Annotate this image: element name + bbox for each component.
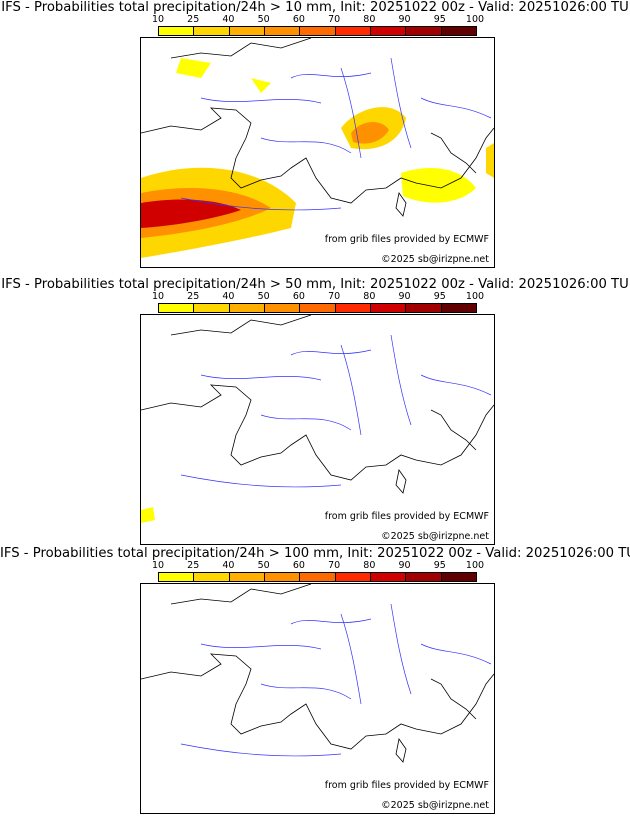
colorbar-tick: 60	[292, 560, 305, 571]
colorbar-tick: 50	[257, 14, 270, 25]
colorbar-segment	[335, 573, 371, 581]
colorbar-tick: 100	[465, 14, 485, 25]
colorbar-segment	[300, 304, 336, 312]
source-credit: from grib files provided by ECMWF	[324, 234, 489, 245]
colorbar-tick: 80	[363, 560, 376, 571]
colorbar-tick: 40	[222, 14, 235, 25]
forecast-panel-50mm: IFS - Probabilities total precipitation/…	[0, 277, 630, 547]
colorbar-segment	[159, 304, 195, 312]
colorbar-segment	[406, 27, 442, 35]
colorbar-tick: 50	[257, 560, 270, 571]
copyright-credit: ©2025 sb@irizpne.net	[381, 800, 489, 811]
probability-map: from grib files provided by ECMWF ©2025 s…	[140, 37, 495, 268]
colorbar-segment	[406, 304, 442, 312]
colorbar-tick: 25	[187, 291, 200, 302]
colorbar	[158, 26, 477, 36]
colorbar-segment	[335, 304, 371, 312]
forecast-panel-100mm: IFS - Probabilities total precipitation/…	[0, 546, 630, 816]
colorbar-tick: 10	[151, 14, 165, 25]
colorbar-segment	[441, 304, 476, 312]
colorbar-tick: 25	[187, 560, 200, 571]
panel-title: IFS - Probabilities total precipitation/…	[0, 546, 630, 561]
colorbar-segment	[370, 304, 407, 312]
source-credit: from grib files provided by ECMWF	[324, 780, 489, 791]
colorbar-segment	[159, 27, 195, 35]
colorbar-segment	[335, 27, 371, 35]
probability-map: from grib files provided by ECMWF ©2025 s…	[140, 314, 495, 545]
colorbar-tick: 100	[465, 291, 485, 302]
colorbar-segment	[159, 573, 195, 581]
colorbar-tick: 70	[328, 560, 341, 571]
colorbar-tick: 40	[222, 291, 235, 302]
colorbar-tick: 90	[398, 14, 411, 25]
probability-map: from grib files provided by ECMWF ©2025 s…	[140, 583, 495, 814]
colorbar-tick: 100	[465, 560, 485, 571]
colorbar-tick: 10	[151, 560, 165, 571]
panel-title: IFS - Probabilities total precipitation/…	[1, 277, 629, 292]
colorbar-segment	[264, 304, 301, 312]
colorbar-tick: 80	[363, 14, 376, 25]
colorbar-segment	[370, 27, 407, 35]
colorbar-tick: 95	[433, 291, 446, 302]
colorbar-segment	[229, 573, 265, 581]
panel-title: IFS - Probabilities total precipitation/…	[1, 0, 629, 15]
colorbar-segment	[194, 27, 230, 35]
colorbar-tick: 95	[433, 560, 446, 571]
colorbar-segment	[229, 27, 265, 35]
colorbar-segment	[441, 27, 476, 35]
colorbar	[158, 572, 477, 582]
colorbar-tick: 25	[187, 14, 200, 25]
colorbar-segment	[370, 573, 407, 581]
colorbar-tick: 80	[363, 291, 376, 302]
colorbar-tick: 60	[292, 14, 305, 25]
colorbar-tick: 70	[328, 291, 341, 302]
colorbar-segment	[264, 573, 301, 581]
colorbar	[158, 303, 477, 313]
forecast-panel-10mm: IFS - Probabilities total precipitation/…	[0, 0, 630, 270]
copyright-credit: ©2025 sb@irizpne.net	[381, 531, 489, 542]
colorbar-tick: 90	[398, 291, 411, 302]
colorbar-tick: 40	[222, 560, 235, 571]
colorbar-segment	[300, 27, 336, 35]
colorbar-segment	[229, 304, 265, 312]
colorbar-tick: 50	[257, 291, 270, 302]
colorbar-segment	[300, 573, 336, 581]
colorbar-segment	[441, 573, 476, 581]
source-credit: from grib files provided by ECMWF	[324, 511, 489, 522]
colorbar-segment	[194, 304, 230, 312]
copyright-credit: ©2025 sb@irizpne.net	[381, 254, 489, 265]
colorbar-segment	[406, 573, 442, 581]
colorbar-segment	[264, 27, 301, 35]
colorbar-tick: 10	[151, 291, 165, 302]
colorbar-tick: 70	[328, 14, 341, 25]
colorbar-tick: 60	[292, 291, 305, 302]
colorbar-tick: 90	[398, 560, 411, 571]
colorbar-tick: 95	[433, 14, 446, 25]
colorbar-segment	[194, 573, 230, 581]
